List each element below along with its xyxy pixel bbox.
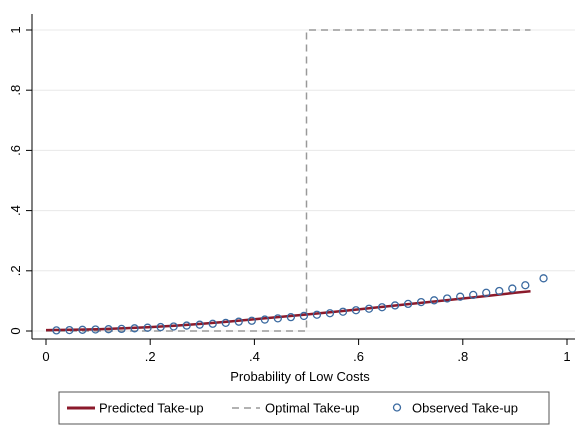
legend-label-predicted: Predicted Take-up [99,401,204,416]
observed-take-up-point [469,290,478,300]
observed-take-up-point [117,324,126,334]
observed-take-up-point [351,306,361,315]
x-tick-label: 0 [42,349,49,364]
observed-take-up-point [521,281,530,290]
observed-take-up-point [495,286,504,296]
observed-take-up-point [377,303,387,312]
y-tick-label: 1 [8,26,23,33]
observed-take-up-point [104,325,113,334]
x-tick-label: 1 [563,349,570,364]
observed-take-up-point [539,274,548,283]
observed-take-up-point [364,304,374,313]
observed-take-up-point [403,299,413,309]
observed-take-up-point [482,288,491,297]
observed-take-up-point [508,284,517,293]
x-tick-label: .8 [457,349,468,364]
observed-take-up-point [299,311,309,321]
legend-box [58,391,550,425]
legend: Predicted Take-up Optimal Take-up Observ… [58,391,550,425]
legend-label-optimal: Optimal Take-up [265,401,359,416]
y-tick-label: .8 [8,85,23,96]
y-tick-label: .6 [8,145,23,156]
observed-take-up-point [143,323,152,332]
observed-take-up-point [390,301,400,310]
observed-take-up-point [338,307,348,316]
observed-take-up-point [221,318,230,328]
observed-take-up-point [247,316,256,325]
x-tick-label: .2 [145,349,156,364]
observed-take-up-point [416,297,426,307]
plot-area [32,14,575,339]
observed-take-up-point [325,309,335,318]
observed-take-up-point [182,321,191,330]
observed-take-up-point [429,296,439,305]
observed-take-up-point [78,325,87,334]
observed-take-up-point [456,292,465,301]
axes: 0 .2 .4 .6 .8 1 0 .2 .4 .6 .8 1 [8,14,575,364]
x-axis-title: Probability of Low Costs [230,369,370,384]
optimal-take-up-line [46,29,531,332]
x-tick-label: .4 [249,349,260,364]
observed-take-up-point [156,322,165,332]
y-tick-label: 0 [8,327,23,334]
x-tick-label: .6 [353,349,364,364]
observed-take-up-point [273,314,282,323]
observed-take-up-point [169,322,178,331]
observed-take-up-point [286,313,296,322]
observed-take-up-point [130,324,139,333]
observed-take-up-point [443,294,452,303]
legend-swatch-observed [392,403,402,412]
series-layer [45,29,548,335]
observed-take-up-point [208,319,217,328]
grid-lines [32,29,575,332]
y-tick-label: .2 [8,265,23,276]
observed-take-up-point [260,315,269,324]
observed-take-up-point [65,325,74,335]
observed-take-up-point [91,325,100,334]
legend-label-observed: Observed Take-up [412,401,518,416]
observed-take-up-point [195,320,204,329]
observed-take-up-point [312,310,322,319]
observed-take-up-point [52,326,61,335]
y-tick-label: .4 [8,205,23,216]
observed-take-up-point [234,317,243,326]
